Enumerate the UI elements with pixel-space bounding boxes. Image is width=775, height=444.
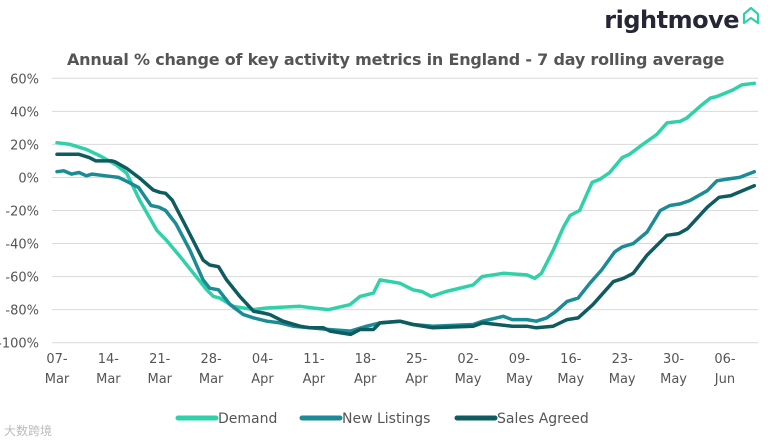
x-tick-label: 28-	[201, 352, 223, 367]
y-tick-label: 0%	[18, 171, 39, 186]
legend-item-sales-agreed: Sales Agreed	[454, 411, 589, 427]
x-tick-label: May	[506, 372, 533, 387]
x-tick-label: 23-	[612, 352, 634, 367]
y-tick-label: -100%	[0, 337, 39, 352]
y-tick-label: -80%	[5, 304, 39, 319]
watermark: 大数跨境	[4, 424, 53, 438]
y-tick-label: -20%	[5, 205, 39, 220]
legend-item-demand: Demand	[175, 411, 277, 427]
x-tick-label: May	[609, 372, 636, 387]
house-outline-icon	[742, 6, 760, 25]
x-tick-label: May	[660, 372, 687, 387]
x-tick-label: Apr	[405, 372, 428, 387]
x-tick-label: Mar	[147, 372, 172, 387]
legend-item-new-listings: New Listings	[299, 411, 430, 427]
x-tick-label: 18-	[355, 352, 377, 367]
x-tick-label: 25-	[406, 352, 428, 367]
legend-label: New Listings	[342, 411, 430, 427]
y-tick-label: 20%	[10, 138, 39, 153]
x-tick-label: 02-	[457, 352, 479, 367]
x-tick-label: Mar	[96, 372, 121, 387]
y-tick-label: -40%	[5, 238, 39, 253]
y-tick-label: 40%	[10, 105, 39, 120]
x-tick-label: 16-	[560, 352, 582, 367]
x-tick-label: 06-	[714, 352, 736, 367]
x-tick-label: Apr	[354, 372, 377, 387]
legend-label: Demand	[218, 411, 277, 427]
series-line-sales-agreed	[55, 152, 757, 337]
y-tick-label: 60%	[10, 72, 39, 87]
y-tick-label: -60%	[5, 271, 39, 286]
x-tick-label: Jun	[714, 372, 735, 387]
legend-label: Sales Agreed	[497, 411, 589, 427]
x-tick-label: 11-	[303, 352, 325, 367]
series-line-demand	[55, 81, 757, 312]
x-tick-label: 14-	[98, 352, 120, 367]
x-tick-label: Mar	[45, 372, 70, 387]
x-tick-label: Apr	[303, 372, 326, 387]
x-tick-label: 07-	[46, 352, 68, 367]
x-tick-label: Mar	[199, 372, 224, 387]
x-tick-label: May	[455, 372, 482, 387]
x-tick-label: 09-	[509, 352, 531, 367]
x-tick-label: 21-	[149, 352, 171, 367]
brand-name: rightmove	[604, 6, 739, 34]
chart-title: Annual % change of key activity metrics …	[67, 50, 725, 69]
rightmove-logo: rightmove	[604, 6, 761, 34]
x-tick-label: 04-	[252, 352, 274, 367]
x-tick-label: 30-	[663, 352, 685, 367]
x-tick-label: May	[557, 372, 584, 387]
x-tick-label: Apr	[251, 372, 274, 387]
